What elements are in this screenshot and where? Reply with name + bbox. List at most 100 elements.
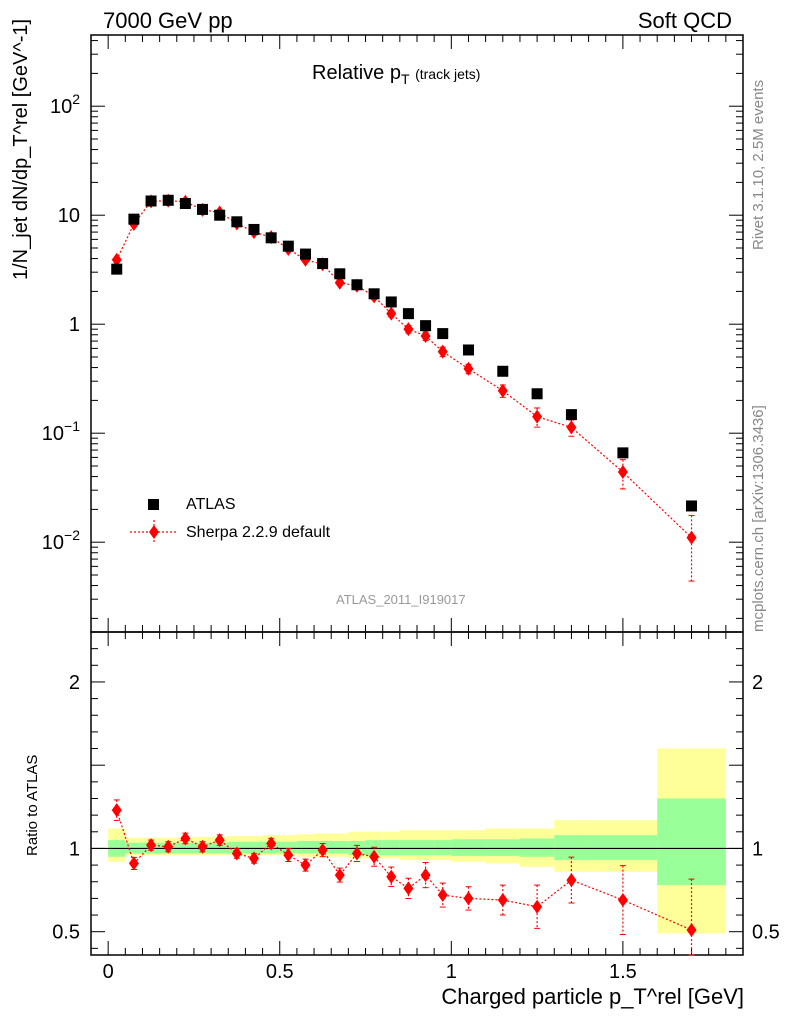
data-point xyxy=(214,209,226,221)
mc-point-ratio xyxy=(437,888,448,903)
data-point xyxy=(402,308,414,320)
mc-point-ratio xyxy=(403,881,414,896)
x-tick-label: 0 xyxy=(103,961,114,983)
data-point xyxy=(282,240,294,252)
x-axis-label: Charged particle p_T^rel [GeV] xyxy=(441,984,744,1009)
ratio-band-inner xyxy=(279,841,297,854)
data-point xyxy=(686,500,698,512)
mc-point-ratio xyxy=(128,856,139,871)
data-point xyxy=(145,195,157,207)
data-point xyxy=(420,320,432,332)
mc-point-ratio xyxy=(249,851,259,866)
mc-point-main xyxy=(497,383,508,398)
data-point xyxy=(317,258,329,270)
data-point xyxy=(111,263,123,275)
data-point xyxy=(197,203,209,215)
mc-point-ratio xyxy=(386,869,397,884)
mc-point-main xyxy=(420,328,431,343)
mc-point-main xyxy=(532,409,543,424)
data-point xyxy=(497,365,509,377)
legend-mc-label: Sherpa 2.2.9 default xyxy=(186,524,331,541)
mc-point-main xyxy=(617,465,628,480)
data-point xyxy=(231,216,243,228)
mc-point-main xyxy=(437,344,448,359)
mc-point-ratio xyxy=(532,899,543,914)
mc-point-ratio xyxy=(266,836,277,851)
data-point xyxy=(248,223,260,235)
mc-point-ratio xyxy=(686,923,697,938)
ratio-band-inner xyxy=(399,840,417,856)
y-tick-label-ratio-right: 1 xyxy=(752,838,763,860)
mc-point-main xyxy=(386,306,397,321)
legend-mc-marker xyxy=(149,525,159,539)
ratio-band-inner xyxy=(554,835,589,861)
mc-point-ratio xyxy=(351,846,362,861)
mc-point-main xyxy=(686,530,697,545)
x-tick-label: 0.5 xyxy=(266,961,294,983)
ratio-band-inner xyxy=(485,839,520,856)
main-panel-frame xyxy=(90,34,744,633)
y-tick-label-main: 102 xyxy=(50,91,80,118)
y-tick-label-ratio-left: 2 xyxy=(69,672,80,694)
y-tick-label-main: 10 xyxy=(58,205,80,227)
mc-point-ratio xyxy=(283,848,294,863)
data-point xyxy=(462,344,474,356)
y-tick-label-main: 10−2 xyxy=(42,527,80,554)
ratio-band-inner xyxy=(245,841,263,854)
data-point xyxy=(437,328,449,340)
data-point xyxy=(385,296,397,308)
y-tick-label-ratio-right: 2 xyxy=(752,672,763,694)
mc-point-ratio xyxy=(369,849,380,864)
ratio-band-inner xyxy=(519,838,555,857)
mc-point-ratio xyxy=(617,893,628,908)
mc-point-main xyxy=(403,322,414,337)
ratio-band-inner xyxy=(382,840,400,856)
mc-point-ratio xyxy=(317,843,328,858)
plot-title: Relative pT (track jets) xyxy=(312,62,480,87)
y-tick-label-ratio-left: 0.5 xyxy=(52,922,80,944)
mc-point-ratio xyxy=(111,803,122,818)
ratio-band-inner xyxy=(434,840,452,856)
mc-point-ratio xyxy=(300,858,311,873)
mc-point-ratio xyxy=(334,868,345,883)
data-point xyxy=(265,232,277,244)
data-point xyxy=(565,409,577,421)
data-point xyxy=(368,288,380,300)
y-tick-label-main: 10−1 xyxy=(42,418,80,445)
mc-line-main xyxy=(116,200,692,539)
mc-point-ratio xyxy=(463,891,474,906)
data-point xyxy=(531,388,543,400)
data-point xyxy=(351,279,363,291)
data-point xyxy=(334,268,346,280)
header-right: Soft QCD xyxy=(637,8,732,33)
plot-title-sub: T xyxy=(400,71,410,87)
mc-point-ratio xyxy=(163,839,174,854)
ratio-band-inner xyxy=(657,798,726,886)
mc-point-main xyxy=(463,361,474,376)
y-tick-label-main: 1 xyxy=(69,314,80,336)
mc-point-ratio xyxy=(180,831,191,846)
ratio-band-inner xyxy=(451,839,486,856)
mc-point-ratio xyxy=(197,839,208,854)
data-point xyxy=(617,447,629,459)
data-point xyxy=(179,198,191,210)
data-point xyxy=(162,194,174,206)
y-tick-label-ratio-right: 0.5 xyxy=(752,922,780,944)
ratio-band-inner xyxy=(417,840,435,856)
legend-data-marker xyxy=(148,499,159,510)
mc-point-ratio xyxy=(231,846,242,861)
y-tick-label-ratio-left: 1 xyxy=(69,838,80,860)
mc-point-ratio xyxy=(420,868,431,883)
legend-data-label: ATLAS xyxy=(186,496,236,513)
data-point xyxy=(299,248,311,260)
ratio-band-inner xyxy=(296,840,315,854)
plot-title-main: Relative p xyxy=(312,62,401,84)
plot-title-suffix: (track jets) xyxy=(415,66,481,82)
mc-point-main xyxy=(111,252,122,267)
header-left: 7000 GeV pp xyxy=(103,8,233,33)
mc-point-ratio xyxy=(146,838,157,853)
mc-point-ratio xyxy=(214,833,225,848)
mc-point-main xyxy=(566,420,577,435)
ratio-band-inner xyxy=(588,835,658,861)
